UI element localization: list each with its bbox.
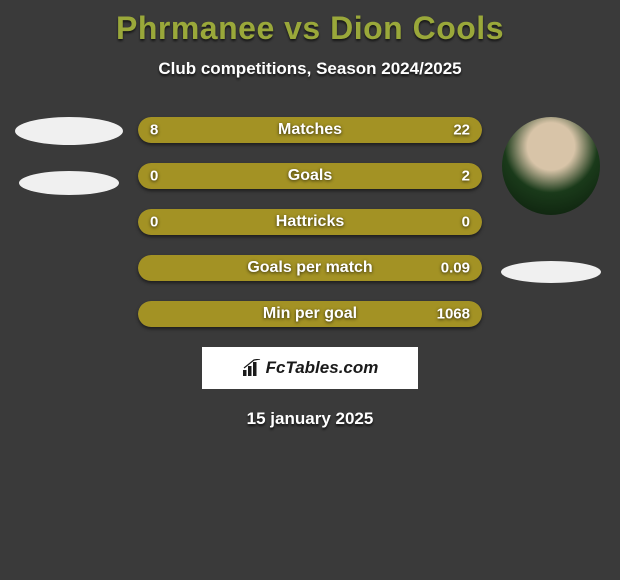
content-row: 8 Matches 22 0 Goals 2 0 Hattricks 0 Goals per ma… bbox=[0, 117, 620, 327]
player-right-flag bbox=[501, 261, 601, 283]
bar-fill-right bbox=[230, 117, 482, 143]
stat-bar: 0 Hattricks 0 bbox=[138, 209, 482, 235]
chart-icon bbox=[242, 359, 262, 377]
bar-label: Matches bbox=[278, 121, 342, 139]
stat-bar: Min per goal 1068 bbox=[138, 301, 482, 327]
stat-bar: 8 Matches 22 bbox=[138, 117, 482, 143]
page-title: Phrmanee vs Dion Cools bbox=[0, 10, 620, 47]
bar-label: Min per goal bbox=[263, 305, 357, 323]
bar-value-right: 2 bbox=[462, 168, 470, 185]
brand-logo[interactable]: FcTables.com bbox=[202, 347, 418, 389]
bar-label: Goals bbox=[288, 167, 332, 185]
player-right-avatar bbox=[502, 117, 600, 215]
stat-bars: 8 Matches 22 0 Goals 2 0 Hattricks 0 Goals per ma… bbox=[138, 117, 482, 327]
bar-value-left: 0 bbox=[150, 214, 158, 231]
bar-value-right: 22 bbox=[453, 122, 470, 139]
page-subtitle: Club competitions, Season 2024/2025 bbox=[0, 59, 620, 79]
player-right-col bbox=[492, 117, 610, 283]
bar-value-right: 0 bbox=[462, 214, 470, 231]
player-left-col bbox=[10, 117, 128, 195]
bar-label: Goals per match bbox=[247, 259, 372, 277]
bar-value-left: 0 bbox=[150, 168, 158, 185]
bar-value-left: 8 bbox=[150, 122, 158, 139]
stat-bar: 0 Goals 2 bbox=[138, 163, 482, 189]
player-left-flag bbox=[19, 171, 119, 195]
brand-text: FcTables.com bbox=[266, 358, 379, 378]
player-left-avatar bbox=[15, 117, 123, 145]
bar-value-right: 0.09 bbox=[441, 260, 470, 277]
bar-value-right: 1068 bbox=[437, 306, 470, 323]
bar-label: Hattricks bbox=[276, 213, 344, 231]
comparison-widget: Phrmanee vs Dion Cools Club competitions… bbox=[0, 0, 620, 429]
date-label: 15 january 2025 bbox=[0, 409, 620, 429]
stat-bar: Goals per match 0.09 bbox=[138, 255, 482, 281]
